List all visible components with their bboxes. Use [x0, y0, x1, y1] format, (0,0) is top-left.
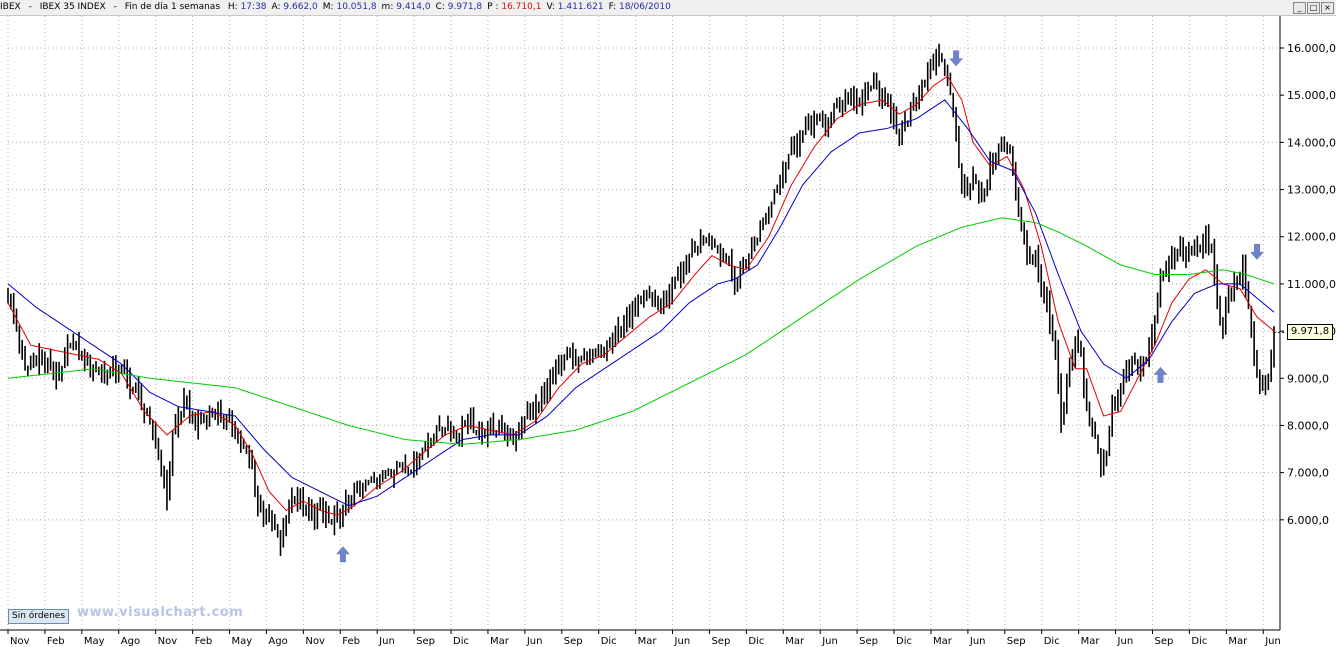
x-tick-label: May — [84, 636, 105, 647]
header-field: V: 1.411.621 — [546, 2, 604, 12]
maximize-button[interactable]: □ — [1307, 2, 1320, 14]
header-field: A: 9.662,0 — [271, 2, 318, 12]
y-tick-label: 7.000,0 — [1287, 467, 1329, 480]
y-tick-label: 16.000,0 — [1287, 42, 1336, 55]
x-tick-label: Nov — [10, 636, 30, 647]
arrow-up-icon — [1153, 366, 1168, 383]
x-tick-label: Dic — [748, 636, 764, 647]
x-tick-label: Jun — [1117, 636, 1134, 647]
header-field: m: 9.414,0 — [381, 2, 431, 12]
y-tick-label: 12.000,0 — [1287, 231, 1336, 244]
x-tick-label: Sep — [1007, 636, 1026, 647]
arrow-up-icon — [335, 546, 350, 563]
x-tick-label: Sep — [416, 636, 435, 647]
header-field: M: 10.051,8 — [322, 2, 377, 12]
y-tick-label: 11.000,0 — [1287, 278, 1336, 291]
x-tick-label: Jun — [378, 636, 395, 647]
x-tick-label: Dic — [1191, 636, 1207, 647]
x-tick-label: Sep — [711, 636, 730, 647]
orders-status-button[interactable]: Sin órdenes — [8, 609, 70, 624]
y-tick-label: 13.000,0 — [1287, 184, 1336, 197]
x-tick-label: Jun — [674, 636, 691, 647]
period: Fin de día 1 semanas — [124, 2, 221, 12]
x-tick-label: Nov — [305, 636, 325, 647]
x-tick-label: Sep — [1154, 636, 1173, 647]
x-tick-label: Ago — [268, 636, 287, 647]
moving-average-line — [7, 75, 1275, 516]
x-tick-label: Mar — [1081, 636, 1101, 647]
x-tick-label: Mar — [1228, 636, 1248, 647]
chart-header: IBEX - IBEX 35 INDEX - Fin de día 1 sema… — [0, 0, 1336, 16]
arrow-down-icon — [949, 50, 964, 67]
close-button[interactable]: × — [1321, 2, 1334, 14]
x-tick-label: Feb — [195, 636, 213, 647]
y-tick-label: 6.000,0 — [1287, 514, 1329, 527]
window-controls: _ □ × — [1293, 2, 1334, 14]
x-tick-label: May — [232, 636, 253, 647]
x-tick-label: Mar — [933, 636, 953, 647]
minimize-button[interactable]: _ — [1293, 2, 1306, 14]
x-tick-label: Jun — [1264, 636, 1281, 647]
header-field: F: 18/06/2010 — [608, 2, 671, 12]
x-tick-label: Ago — [121, 636, 140, 647]
price-chart[interactable]: 6.000,07.000,08.000,09.000,010.000,011.0… — [0, 16, 1336, 647]
x-tick-label: Mar — [490, 636, 510, 647]
x-tick-label: Jun — [526, 636, 543, 647]
x-tick-label: Dic — [601, 636, 617, 647]
x-tick-label: Dic — [896, 636, 912, 647]
x-tick-label: Dic — [453, 636, 469, 647]
header-field: P : 16.710,1 — [487, 2, 542, 12]
x-tick-label: Jun — [969, 636, 986, 647]
x-tick-label: Jun — [821, 636, 838, 647]
x-tick-label: Feb — [47, 636, 65, 647]
y-tick-label: 14.000,0 — [1287, 136, 1336, 149]
moving-average-line — [7, 217, 1275, 445]
x-tick-label: Nov — [158, 636, 178, 647]
header-field: C: 9.971,8 — [435, 2, 483, 12]
x-tick-label: Feb — [342, 636, 360, 647]
y-tick-label: 8.000,0 — [1287, 419, 1329, 432]
x-tick-label: Sep — [564, 636, 583, 647]
last-price-label: 9.971,8 — [1287, 324, 1333, 341]
watermark: www.visualchart.com — [77, 605, 244, 620]
x-tick-label: Dic — [1044, 636, 1060, 647]
instrument-name: IBEX 35 INDEX — [39, 2, 106, 12]
symbol: IBEX — [0, 2, 21, 12]
y-tick-label: 9.000,0 — [1287, 372, 1329, 385]
x-tick-label: Mar — [638, 636, 658, 647]
arrow-down-icon — [1249, 243, 1264, 260]
y-tick-label: 15.000,0 — [1287, 89, 1336, 102]
x-tick-label: Mar — [785, 636, 805, 647]
header-field: H: 17:38 — [227, 2, 267, 12]
x-tick-label: Sep — [859, 636, 878, 647]
moving-average-line — [7, 99, 1275, 507]
